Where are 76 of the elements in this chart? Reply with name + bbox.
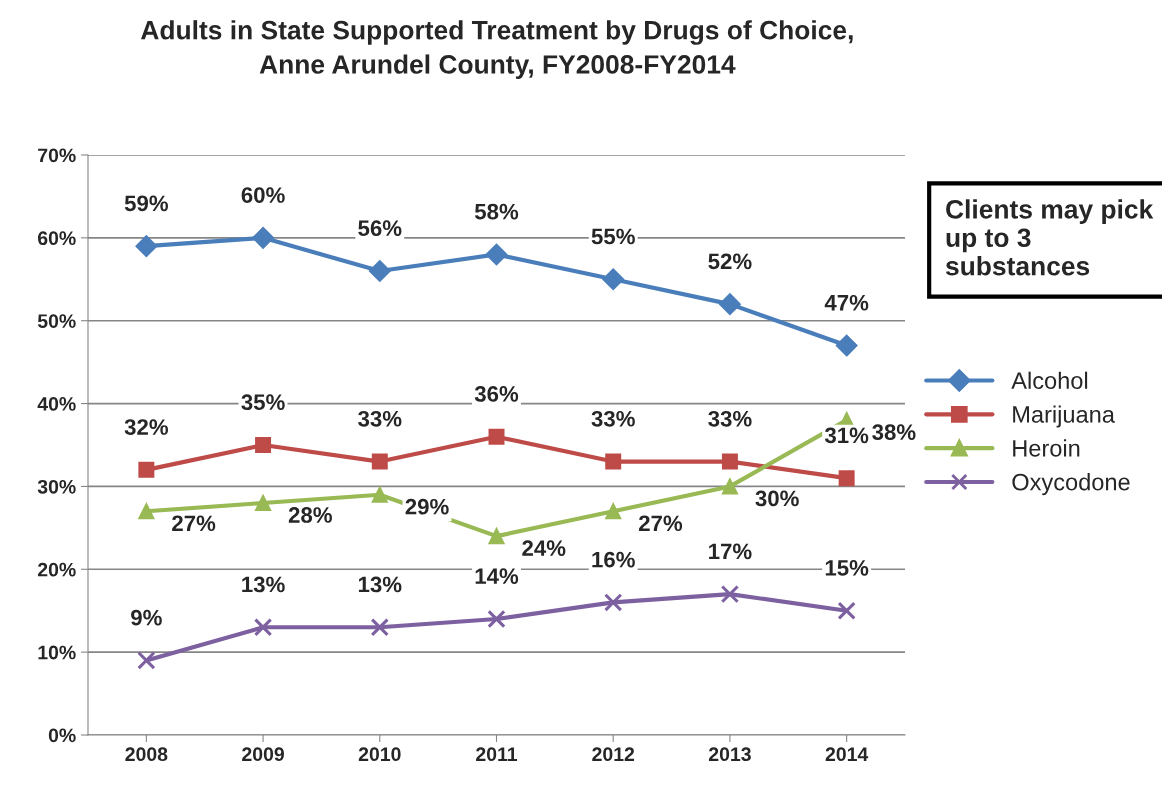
point: [721, 478, 738, 495]
point: [485, 243, 508, 266]
legend-label: Marijuana: [1013, 405, 1115, 428]
y-tick-label: 60%: [37, 231, 76, 246]
data-label: 33%: [358, 410, 402, 427]
data-label: 36%: [474, 386, 519, 402]
point: [138, 503, 155, 520]
data-label: 30%: [755, 490, 799, 507]
data-label: 9%: [131, 609, 162, 626]
legend-label: Oxycodone: [1012, 473, 1130, 496]
y-tick-label: 0%: [48, 728, 76, 743]
point: [371, 453, 388, 470]
data-label: 47%: [824, 294, 869, 311]
point: [252, 227, 274, 249]
data-label: 14%: [475, 568, 519, 585]
point: [487, 609, 506, 629]
data-label: 59%: [124, 195, 169, 212]
point: [137, 651, 156, 670]
point: [255, 437, 272, 453]
point: [370, 618, 389, 637]
point: [835, 334, 858, 357]
y-tick-label: 10%: [38, 645, 76, 660]
point: [605, 453, 622, 470]
legend-label: Heroin: [1013, 439, 1080, 457]
data-label: 16%: [592, 551, 635, 568]
data-label: 15%: [825, 560, 869, 576]
data-label: 27%: [172, 515, 216, 532]
data-label: 13%: [242, 576, 285, 593]
data-label: 56%: [358, 220, 402, 237]
point: [602, 268, 625, 291]
data-label: 24%: [522, 540, 566, 556]
x-tick-label: 2010: [358, 747, 401, 762]
data-label: 55%: [591, 228, 635, 245]
point: [838, 470, 855, 487]
chart-title: Adults in State Supported Treatment by Drugs of Choice, Anne Arundel County, FY2008-FY2014: [141, 20, 853, 80]
y-tick-label: 30%: [37, 479, 76, 494]
data-label: 27%: [638, 515, 683, 532]
y-tick-label: 50%: [37, 314, 76, 328]
y-tick-label: 40%: [37, 397, 76, 411]
data-label: 33%: [708, 410, 752, 427]
point: [719, 293, 741, 315]
point: [255, 495, 272, 511]
text: Clients may pick up to 3 substances: [945, 199, 1154, 276]
y-tick-label: 20%: [37, 562, 76, 577]
data-label: 32%: [124, 419, 169, 435]
x-tick-label: 2014: [825, 747, 869, 762]
data-label: 31%: [824, 427, 869, 444]
x-tick-label: 2009: [242, 747, 284, 762]
point: [837, 601, 856, 620]
x-tick-label: 2012: [592, 747, 635, 762]
data-label: 38%: [872, 424, 916, 441]
x-tick-label: 2008: [125, 747, 168, 762]
point: [488, 528, 505, 545]
point: [605, 503, 622, 520]
point: [368, 260, 391, 282]
x-tick-label: 2013: [708, 747, 751, 762]
y-tick-label: 70%: [38, 148, 76, 163]
point: [371, 486, 388, 503]
point: [135, 235, 158, 257]
x-tick-label: 2011: [476, 747, 518, 762]
data-label: 13%: [358, 576, 402, 593]
data-label: 33%: [591, 410, 635, 427]
data-label: 28%: [288, 507, 332, 523]
data-label: 60%: [241, 187, 285, 203]
data-label: 35%: [241, 394, 285, 411]
point: [721, 453, 738, 470]
data-label: 52%: [708, 253, 752, 270]
data-label: 29%: [405, 498, 449, 515]
data-label: 17%: [709, 543, 752, 560]
legend-label: Alcohol: [1011, 371, 1088, 390]
data-label: 58%: [474, 203, 519, 220]
point: [720, 584, 740, 604]
point: [604, 593, 623, 612]
point: [253, 618, 273, 637]
point: [138, 461, 155, 478]
point: [488, 428, 505, 445]
